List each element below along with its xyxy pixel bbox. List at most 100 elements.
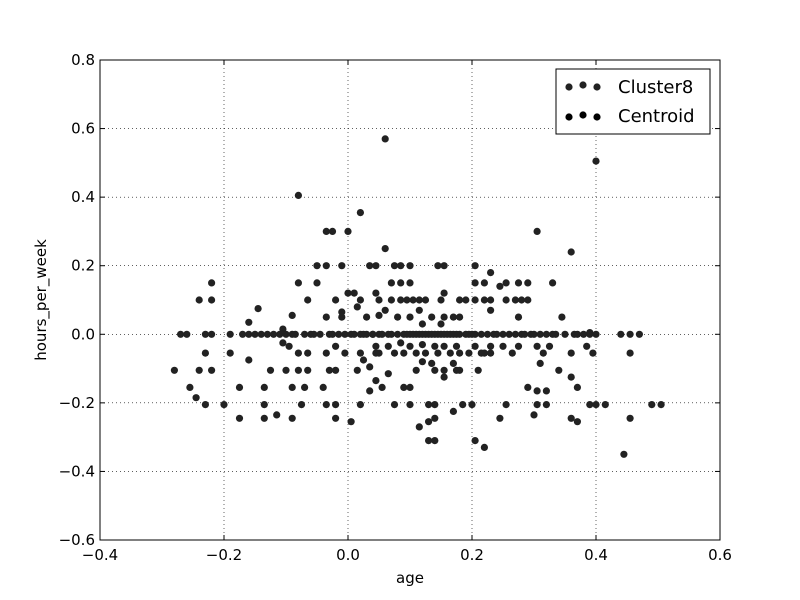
data-point bbox=[397, 279, 405, 287]
x-tick-label: −0.4 bbox=[82, 546, 118, 564]
data-point bbox=[350, 330, 358, 338]
data-point bbox=[421, 349, 430, 357]
data-point bbox=[542, 387, 551, 395]
data-point bbox=[549, 279, 557, 287]
data-point bbox=[332, 401, 340, 409]
data-point bbox=[586, 329, 594, 337]
data-point bbox=[294, 366, 302, 374]
data-point bbox=[195, 296, 203, 304]
data-point bbox=[301, 383, 309, 391]
data-point bbox=[282, 330, 290, 338]
data-point bbox=[567, 248, 575, 256]
data-point bbox=[353, 366, 361, 374]
data-point bbox=[322, 401, 330, 409]
data-point bbox=[425, 401, 433, 409]
data-point bbox=[431, 401, 439, 409]
x-tick-label: 0.4 bbox=[584, 546, 608, 564]
data-point bbox=[465, 349, 473, 357]
data-point bbox=[335, 330, 343, 338]
data-point bbox=[487, 296, 495, 304]
data-point bbox=[514, 279, 523, 287]
y-tick-label: 0.2 bbox=[71, 257, 95, 275]
data-point bbox=[592, 157, 600, 165]
data-point bbox=[440, 313, 448, 321]
x-tick-label: −0.2 bbox=[206, 546, 242, 564]
data-point bbox=[555, 366, 563, 374]
data-point bbox=[514, 342, 523, 350]
y-tick-label: −0.2 bbox=[59, 394, 95, 412]
data-point bbox=[471, 279, 479, 287]
data-point bbox=[288, 414, 296, 422]
data-point bbox=[502, 296, 510, 304]
data-point bbox=[372, 262, 380, 270]
y-axis-label: hours_per_week bbox=[32, 239, 51, 361]
data-point bbox=[273, 411, 281, 419]
data-point bbox=[511, 330, 519, 338]
data-point bbox=[279, 339, 287, 347]
data-point bbox=[384, 370, 392, 378]
data-point bbox=[394, 330, 402, 338]
data-point bbox=[177, 330, 185, 338]
data-point bbox=[480, 349, 488, 357]
data-point bbox=[201, 401, 209, 409]
legend-marker-cluster8 bbox=[565, 81, 601, 91]
data-point bbox=[542, 401, 551, 409]
data-point bbox=[294, 349, 302, 357]
data-point bbox=[356, 401, 364, 409]
data-point bbox=[452, 342, 461, 350]
data-point bbox=[456, 313, 464, 321]
data-point bbox=[409, 296, 417, 304]
data-point bbox=[270, 330, 278, 338]
data-point bbox=[620, 450, 628, 458]
data-point bbox=[201, 330, 209, 338]
data-point bbox=[449, 407, 457, 415]
data-point bbox=[313, 262, 321, 270]
data-point bbox=[387, 296, 395, 304]
data-point bbox=[375, 349, 383, 357]
data-point bbox=[586, 401, 594, 409]
data-point bbox=[322, 313, 330, 321]
data-point bbox=[254, 305, 262, 313]
y-tick-label: 0.0 bbox=[71, 325, 95, 343]
data-point bbox=[487, 342, 495, 350]
data-point bbox=[505, 330, 513, 338]
legend-label-centroid: Centroid bbox=[618, 106, 695, 127]
data-point bbox=[648, 401, 656, 409]
data-point bbox=[301, 330, 309, 338]
data-point bbox=[406, 383, 414, 391]
data-point bbox=[285, 342, 293, 350]
data-point bbox=[304, 366, 312, 374]
data-point bbox=[375, 311, 383, 319]
data-point bbox=[524, 296, 532, 304]
data-point bbox=[589, 349, 597, 357]
data-point bbox=[421, 296, 430, 304]
data-point bbox=[406, 313, 414, 321]
data-point bbox=[471, 437, 479, 445]
data-point bbox=[245, 356, 253, 364]
data-point bbox=[266, 366, 275, 374]
data-point bbox=[418, 320, 426, 328]
legend-label-cluster8: Cluster8 bbox=[618, 77, 693, 98]
y-tick-label: 0.8 bbox=[71, 51, 95, 69]
data-point bbox=[542, 330, 551, 338]
y-tick-label: −0.4 bbox=[59, 462, 95, 480]
data-point bbox=[316, 330, 324, 338]
data-point bbox=[545, 342, 554, 350]
data-point bbox=[381, 135, 389, 143]
data-point bbox=[415, 306, 423, 314]
data-point bbox=[387, 279, 395, 287]
data-point bbox=[657, 401, 665, 409]
data-point bbox=[524, 279, 532, 287]
data-point bbox=[425, 437, 433, 445]
data-point bbox=[372, 377, 380, 385]
data-point bbox=[626, 349, 634, 357]
data-point bbox=[425, 418, 433, 426]
data-point bbox=[626, 330, 634, 338]
data-point bbox=[328, 330, 337, 338]
data-point bbox=[480, 443, 488, 451]
data-point bbox=[310, 330, 318, 338]
data-point bbox=[406, 401, 414, 409]
data-point bbox=[499, 342, 507, 350]
data-point bbox=[449, 359, 457, 367]
data-point bbox=[322, 262, 330, 270]
